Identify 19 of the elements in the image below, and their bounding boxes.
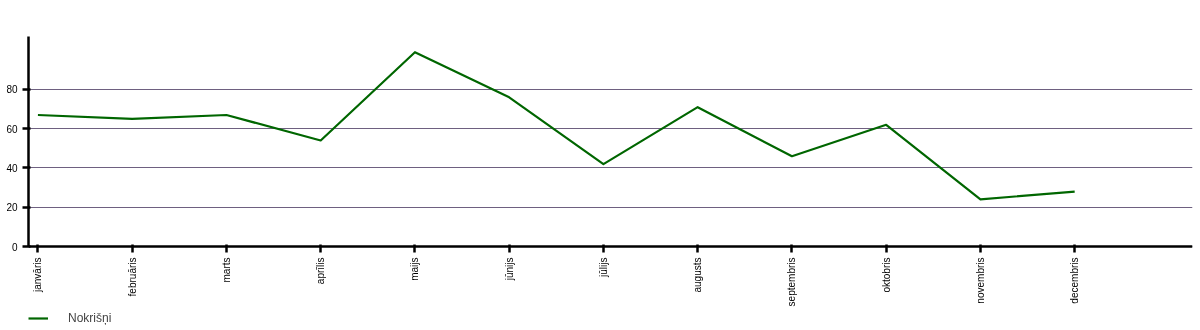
y-tick-label: 40 <box>6 163 18 174</box>
x-tick-label: janvāris <box>32 257 44 293</box>
y-tick-label: 80 <box>6 84 18 96</box>
line-series <box>36 51 1076 201</box>
x-tick-label: marts <box>220 257 232 283</box>
x-tick-label: jūnijs <box>503 257 515 282</box>
x-tick-label: aprīlis <box>315 257 327 285</box>
x-tick-label: novembris <box>974 257 986 304</box>
legend-label: Nokrišņi <box>68 311 112 325</box>
y-tick-label: 60 <box>6 123 18 135</box>
x-tick-label: decembris <box>1069 257 1081 304</box>
x-tick-label: jūlijs <box>597 257 609 278</box>
y-tick-label: 20 <box>6 202 18 214</box>
x-tick-label: maijs <box>409 257 421 281</box>
x-tick-label: septembris <box>786 257 798 307</box>
x-tick-label: februāris <box>126 257 138 297</box>
y-tick-label: 0 <box>11 241 18 253</box>
x-tick-label: augusts <box>692 257 704 293</box>
x-tick-label: oktobris <box>880 257 892 293</box>
